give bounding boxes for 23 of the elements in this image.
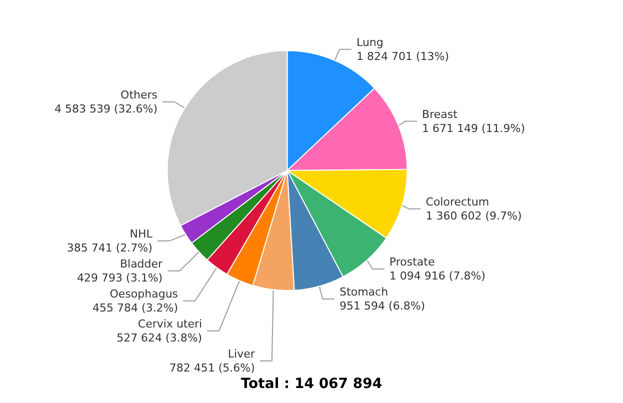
data-label: 4 583 539 (32.6%) bbox=[54, 102, 158, 116]
slice-label: Liver bbox=[228, 347, 256, 360]
slice-label: Breast bbox=[422, 108, 458, 121]
slice-label: NHL bbox=[130, 227, 154, 240]
slice-label: Others bbox=[120, 88, 158, 102]
slice-label: Prostate bbox=[389, 256, 435, 269]
data-label: 527 624 (3.8%) bbox=[116, 331, 202, 344]
text: Total : 14 067 894 bbox=[240, 376, 382, 392]
data-label: 1 360 602 (9.7%) bbox=[426, 209, 522, 222]
slice-label: Colorectum bbox=[426, 195, 490, 208]
slice-label: Lung bbox=[356, 36, 384, 49]
data-label: 951 594 (6.8%) bbox=[340, 300, 426, 313]
slice-label: Oesophagus bbox=[110, 287, 178, 300]
data-label: 429 793 (3.1%) bbox=[77, 271, 163, 284]
slice-label: Cervix uteri bbox=[138, 317, 202, 330]
data-label: 455 784 (3.2%) bbox=[92, 301, 178, 314]
slice-label: Bladder bbox=[120, 257, 164, 270]
data-label: 782 451 (5.6%) bbox=[169, 361, 255, 374]
data-label: 1 671 149 (11.9%) bbox=[422, 122, 526, 135]
data-label: 1 824 701 (13%) bbox=[356, 50, 450, 63]
slice-label: Stomach bbox=[340, 286, 388, 299]
data-label: 1 094 916 (7.8%) bbox=[389, 270, 486, 283]
data-label: 385 741 (2.7%) bbox=[66, 241, 152, 254]
